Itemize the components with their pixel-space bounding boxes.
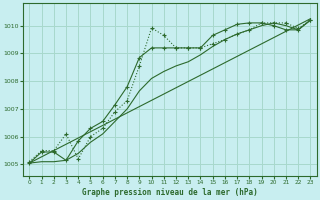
X-axis label: Graphe pression niveau de la mer (hPa): Graphe pression niveau de la mer (hPa) <box>82 188 258 197</box>
